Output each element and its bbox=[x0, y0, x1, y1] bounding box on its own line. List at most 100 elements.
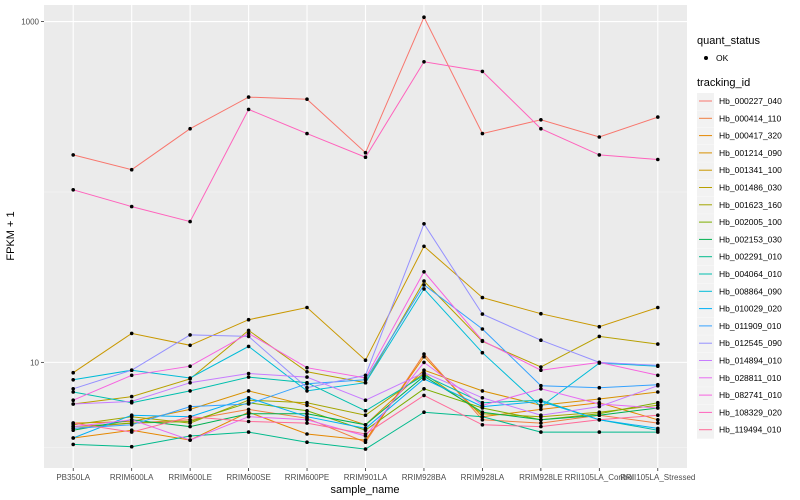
data-point bbox=[71, 436, 75, 440]
legend-title-quant-status: quant_status bbox=[697, 35, 760, 47]
data-point bbox=[480, 295, 485, 300]
data-point bbox=[71, 188, 75, 192]
legend-key-ok bbox=[704, 56, 708, 60]
data-point bbox=[305, 414, 309, 419]
data-point bbox=[422, 410, 426, 415]
data-point bbox=[188, 424, 192, 429]
data-point bbox=[597, 418, 602, 422]
data-point bbox=[363, 380, 368, 385]
data-point bbox=[129, 394, 134, 399]
legend-label: Hb_001486_030 bbox=[719, 183, 782, 193]
legend-label: Hb_002291_010 bbox=[719, 252, 782, 262]
data-point bbox=[597, 402, 602, 406]
data-point bbox=[480, 350, 485, 355]
data-point bbox=[539, 418, 543, 422]
data-point bbox=[305, 421, 309, 425]
legend-label: Hb_001623_160 bbox=[719, 200, 782, 210]
data-point bbox=[71, 370, 75, 375]
legend-label: Hb_000227_040 bbox=[719, 96, 782, 106]
data-point bbox=[363, 426, 368, 431]
data-point bbox=[305, 381, 309, 386]
data-point bbox=[246, 419, 251, 424]
data-point bbox=[246, 396, 251, 400]
x-tick-label: PB350LA bbox=[56, 473, 90, 482]
data-point bbox=[188, 389, 192, 393]
data-point bbox=[539, 365, 543, 369]
data-point bbox=[129, 167, 134, 172]
legend-label: Hb_014894_010 bbox=[719, 356, 782, 366]
data-point bbox=[246, 371, 251, 376]
data-point bbox=[188, 333, 192, 337]
data-point bbox=[422, 60, 426, 64]
data-point bbox=[480, 69, 485, 74]
data-point bbox=[656, 426, 660, 431]
data-point bbox=[656, 157, 660, 162]
data-point bbox=[305, 370, 309, 374]
legend-label: Hb_001341_100 bbox=[719, 165, 782, 175]
data-point bbox=[656, 115, 660, 119]
data-point bbox=[305, 400, 309, 405]
data-point bbox=[246, 407, 251, 412]
data-point bbox=[656, 403, 660, 408]
data-point bbox=[246, 331, 251, 336]
data-point bbox=[129, 444, 134, 449]
x-tick-label: RRIM600PE bbox=[285, 473, 329, 482]
data-point bbox=[246, 107, 251, 112]
data-point bbox=[363, 358, 368, 363]
data-point bbox=[246, 389, 251, 393]
data-point bbox=[539, 311, 543, 316]
data-point bbox=[305, 385, 309, 390]
data-point bbox=[597, 404, 602, 409]
data-point bbox=[480, 403, 485, 408]
data-point bbox=[188, 376, 192, 380]
legend-items: Hb_000227_040 Hb_000414_110 Hb_000417_320 H… bbox=[697, 93, 782, 439]
x-tick-label: RRIM600LA bbox=[110, 473, 154, 482]
data-point bbox=[71, 398, 75, 403]
y-axis-ticks: 10 1000 bbox=[21, 18, 44, 367]
data-point bbox=[305, 403, 309, 408]
data-point bbox=[71, 421, 75, 425]
data-point bbox=[539, 413, 543, 418]
data-point bbox=[246, 334, 251, 339]
data-point bbox=[246, 375, 251, 379]
data-point bbox=[305, 418, 309, 422]
data-point bbox=[363, 376, 368, 380]
data-point bbox=[305, 432, 309, 436]
data-point bbox=[188, 126, 192, 131]
data-point bbox=[246, 328, 251, 333]
data-point bbox=[422, 368, 426, 373]
data-point bbox=[422, 352, 426, 356]
data-point bbox=[71, 424, 75, 429]
data-point bbox=[597, 430, 602, 434]
legend-label: Hb_011909_010 bbox=[719, 321, 782, 331]
data-point bbox=[188, 364, 192, 369]
legend-label: Hb_002153_030 bbox=[719, 234, 782, 244]
data-point bbox=[246, 344, 251, 349]
data-point bbox=[422, 287, 426, 291]
data-point bbox=[305, 97, 309, 101]
data-point bbox=[129, 331, 134, 336]
data-point bbox=[539, 421, 543, 425]
data-point bbox=[422, 377, 426, 381]
legend-label: Hb_002005_100 bbox=[719, 217, 782, 227]
legend-label: Hb_004064_010 bbox=[719, 269, 782, 279]
data-point bbox=[422, 244, 426, 249]
data-point bbox=[656, 342, 660, 346]
data-point bbox=[246, 402, 251, 406]
data-point bbox=[188, 438, 192, 442]
data-point bbox=[422, 373, 426, 378]
data-point bbox=[539, 404, 543, 409]
legend-label: Hb_008864_090 bbox=[719, 286, 782, 296]
y-tick-label: 1000 bbox=[21, 18, 39, 27]
data-point bbox=[656, 400, 660, 405]
legend-title-tracking-id: tracking_id bbox=[697, 77, 750, 89]
data-point bbox=[305, 411, 309, 416]
data-point bbox=[597, 334, 602, 339]
data-point bbox=[422, 279, 426, 283]
data-point bbox=[656, 418, 660, 422]
data-point bbox=[71, 387, 75, 391]
data-point bbox=[539, 368, 543, 373]
data-point bbox=[539, 387, 543, 391]
data-point bbox=[480, 327, 485, 331]
data-point bbox=[363, 438, 368, 442]
